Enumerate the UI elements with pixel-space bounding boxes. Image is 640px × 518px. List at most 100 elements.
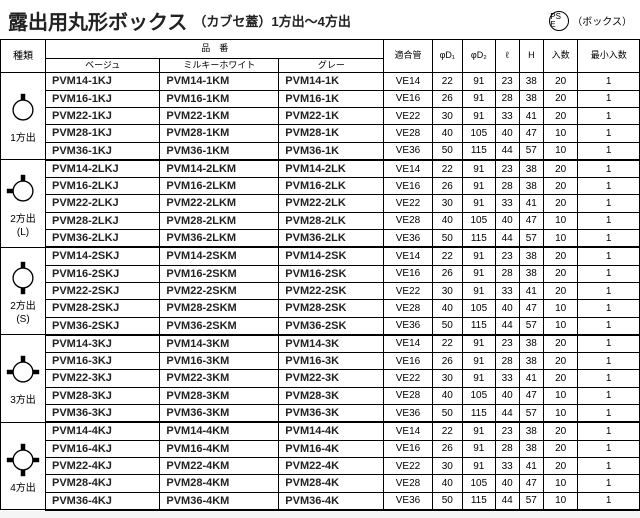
l: 28	[495, 178, 519, 195]
minqty: 1	[578, 317, 640, 335]
d2: 91	[463, 195, 496, 212]
table-row: 4方出PVM14-4KJPVM14-4KMPVM14-4KVE142291233…	[1, 422, 640, 440]
partno-milky: PVM36-4KM	[160, 492, 279, 510]
d2: 115	[463, 317, 496, 335]
minqty: 1	[578, 125, 640, 142]
table-row: PVM36-2SKJPVM36-2SKMPVM36-2SKVE365011544…	[1, 317, 640, 335]
h: 57	[519, 492, 543, 510]
d1: 40	[432, 300, 463, 317]
partno-milky: PVM22-2SKM	[160, 282, 279, 299]
partno-beige: PVM16-3KJ	[46, 353, 160, 370]
partno-gray: PVM28-3K	[279, 387, 384, 404]
qty: 20	[543, 353, 578, 370]
partno-beige: PVM16-1KJ	[46, 90, 160, 107]
pse-badge: PS E （ボックス）	[549, 11, 632, 31]
h: 38	[519, 422, 543, 440]
pipe: VE28	[384, 300, 432, 317]
d1: 22	[432, 73, 463, 90]
partno-gray: PVM36-4K	[279, 492, 384, 510]
partno-gray: PVM16-2SK	[279, 265, 384, 282]
d2: 91	[463, 440, 496, 457]
table-row: PVM22-2SKJPVM22-2SKMPVM22-2SKVE223091334…	[1, 282, 640, 299]
d2: 105	[463, 125, 496, 142]
partno-gray: PVM36-3K	[279, 405, 384, 423]
partno-beige: PVM14-1KJ	[46, 73, 160, 90]
l: 23	[495, 160, 519, 178]
qty: 20	[543, 90, 578, 107]
d2: 115	[463, 405, 496, 423]
minqty: 1	[578, 335, 640, 353]
d1: 22	[432, 335, 463, 353]
partno-gray: PVM14-1K	[279, 73, 384, 90]
d2: 105	[463, 475, 496, 492]
d1: 26	[432, 440, 463, 457]
partno-milky: PVM22-3KM	[160, 370, 279, 387]
pipe: VE14	[384, 422, 432, 440]
d1: 50	[432, 492, 463, 510]
l: 44	[495, 405, 519, 423]
l: 33	[495, 195, 519, 212]
d2: 91	[463, 107, 496, 124]
partno-gray: PVM16-2LK	[279, 178, 384, 195]
col-beige: ベージュ	[46, 58, 160, 73]
l: 23	[495, 422, 519, 440]
table-body: 1方出PVM14-1KJPVM14-1KMPVM14-1KVE142291233…	[1, 73, 640, 510]
h: 57	[519, 142, 543, 160]
d1: 22	[432, 247, 463, 265]
col-partno-group: 品 番	[46, 40, 384, 59]
d2: 115	[463, 142, 496, 160]
partno-gray: PVM28-4K	[279, 475, 384, 492]
qty: 20	[543, 178, 578, 195]
h: 38	[519, 90, 543, 107]
table-row: PVM28-2SKJPVM28-2SKMPVM28-2SKVE284010540…	[1, 300, 640, 317]
partno-milky: PVM36-2LKM	[160, 230, 279, 248]
header: 露出用丸形ボックス （カブセ蓋）1方出～4方出 PS E （ボックス）	[0, 0, 640, 39]
qty: 20	[543, 73, 578, 90]
h: 41	[519, 457, 543, 474]
partno-gray: PVM28-2LK	[279, 212, 384, 229]
h: 57	[519, 317, 543, 335]
partno-gray: PVM22-2SK	[279, 282, 384, 299]
l: 33	[495, 282, 519, 299]
qty: 20	[543, 335, 578, 353]
partno-gray: PVM16-3K	[279, 353, 384, 370]
minqty: 1	[578, 107, 640, 124]
pipe: VE36	[384, 405, 432, 423]
partno-beige: PVM22-2LKJ	[46, 195, 160, 212]
minqty: 1	[578, 230, 640, 248]
title-sub: （カブセ蓋）1方出～4方出	[193, 11, 350, 30]
pipe: VE16	[384, 265, 432, 282]
pipe: VE28	[384, 387, 432, 404]
h: 41	[519, 195, 543, 212]
d2: 115	[463, 492, 496, 510]
table-row: PVM16-2LKJPVM16-2LKMPVM16-2LKVE162691283…	[1, 178, 640, 195]
l: 28	[495, 265, 519, 282]
d1: 26	[432, 265, 463, 282]
partno-beige: PVM22-1KJ	[46, 107, 160, 124]
l: 33	[495, 457, 519, 474]
d2: 105	[463, 300, 496, 317]
pipe: VE22	[384, 457, 432, 474]
pipe: VE22	[384, 282, 432, 299]
partno-milky: PVM28-1KM	[160, 125, 279, 142]
partno-milky: PVM16-2LKM	[160, 178, 279, 195]
d2: 91	[463, 73, 496, 90]
qty: 10	[543, 212, 578, 229]
pipe: VE22	[384, 107, 432, 124]
partno-gray: PVM14-3K	[279, 335, 384, 353]
partno-gray: PVM28-2SK	[279, 300, 384, 317]
col-qty: 入数	[543, 40, 578, 73]
partno-gray: PVM22-2LK	[279, 195, 384, 212]
h: 38	[519, 178, 543, 195]
partno-milky: PVM14-3KM	[160, 335, 279, 353]
box-type-icon	[3, 169, 43, 213]
h: 38	[519, 265, 543, 282]
partno-beige: PVM36-1KJ	[46, 142, 160, 160]
h: 41	[519, 370, 543, 387]
col-milky: ミルキーホワイト	[160, 58, 279, 73]
l: 23	[495, 335, 519, 353]
qty: 20	[543, 457, 578, 474]
partno-beige: PVM36-3KJ	[46, 405, 160, 423]
partno-milky: PVM14-1KM	[160, 73, 279, 90]
partno-milky: PVM14-2LKM	[160, 160, 279, 178]
